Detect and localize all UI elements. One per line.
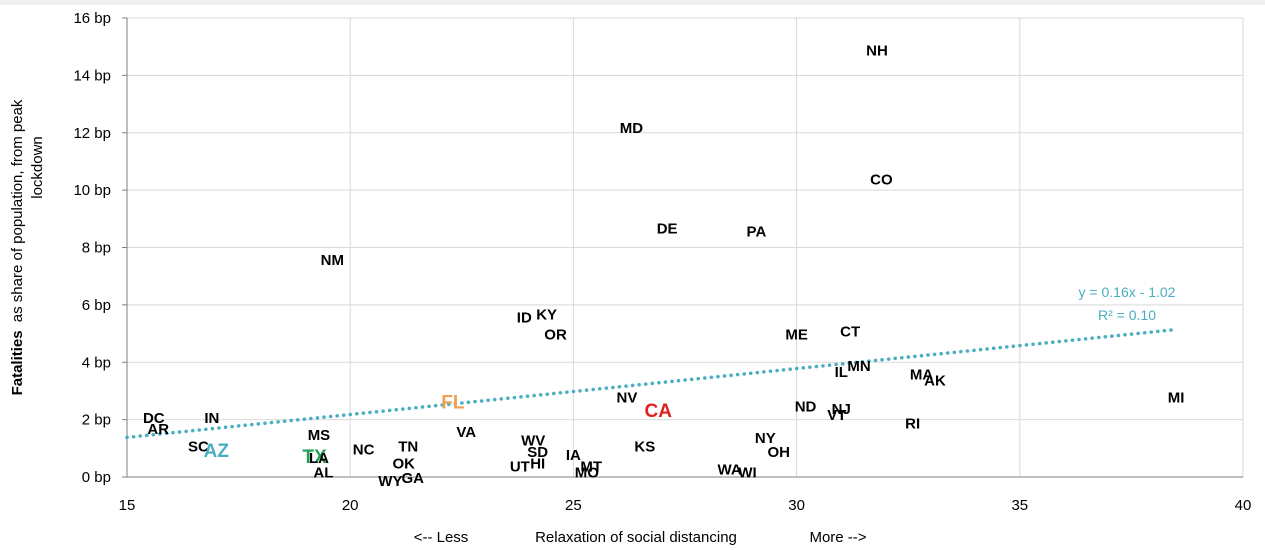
grid xyxy=(126,17,1244,477)
point-label-wv: WV xyxy=(521,433,545,450)
point-label-dc: DC xyxy=(143,410,165,427)
point-label-va: VA xyxy=(456,424,476,441)
point-label-ut: UT xyxy=(510,459,530,476)
point-label-wi: WI xyxy=(738,464,756,481)
x-axis-title-center: Relaxation of social distancing xyxy=(535,529,737,546)
y-tick-label: 0 bp xyxy=(82,469,111,486)
x-tick-label: 40 xyxy=(1235,497,1252,514)
point-label-nv: NV xyxy=(617,390,638,407)
point-label-nh: NH xyxy=(866,43,888,60)
point-label-id: ID xyxy=(517,309,532,326)
point-label-wy: WY xyxy=(378,473,402,490)
point-label-ma: MA xyxy=(910,367,933,384)
point-label-mi: MI xyxy=(1168,390,1185,407)
x-tick-label: 30 xyxy=(788,497,805,514)
point-label-al: AL xyxy=(313,464,333,481)
point-label-vt: VT xyxy=(827,407,846,424)
point-label-nm: NM xyxy=(321,252,344,269)
point-label-nc: NC xyxy=(353,441,375,458)
y-axis-title: Fatalities as share of population, from … xyxy=(9,99,26,395)
y-tick-label: 10 bp xyxy=(73,182,111,199)
trendline xyxy=(125,327,1178,440)
point-label-ar: AR xyxy=(147,421,169,438)
trendline-equation: y = 0.16x - 1.02 xyxy=(1079,284,1176,300)
point-label-tx: TX xyxy=(302,447,327,468)
y-tick-label: 16 bp xyxy=(73,10,111,27)
point-label-hi: HI xyxy=(530,456,545,473)
point-label-az: AZ xyxy=(204,441,230,462)
trendline-r2: R² = 0.10 xyxy=(1098,307,1156,323)
point-label-ks: KS xyxy=(634,438,655,455)
x-tick-label: 25 xyxy=(565,497,582,514)
point-label-ms: MS xyxy=(308,427,331,444)
point-label-la: LA xyxy=(309,450,329,467)
point-label-oh: OH xyxy=(767,444,790,461)
point-label-tn: TN xyxy=(398,438,418,455)
axis-labels: Fatalities as share of population, from … xyxy=(9,99,1176,546)
point-label-ia: IA xyxy=(566,447,581,464)
point-label-mo: MO xyxy=(575,464,599,481)
point-label-nj: NJ xyxy=(832,401,851,418)
y-tick-label: 8 bp xyxy=(82,240,111,257)
point-label-in: IN xyxy=(204,410,219,427)
y-tick-label: 2 bp xyxy=(82,412,111,429)
point-label-wa: WA xyxy=(718,461,742,478)
point-label-ri: RI xyxy=(905,415,920,432)
x-axis-title-right: More --> xyxy=(809,529,866,546)
point-label-md: MD xyxy=(620,120,643,137)
axes: 0 bp 2 bp 4 bp 6 bp 8 bp 10 bp 12 bp 14 bp 16 bp… xyxy=(73,10,1251,514)
point-label-or: OR xyxy=(544,327,567,344)
point-label-ga: GA xyxy=(401,470,424,487)
y-axis-title-bold: Fatalities xyxy=(9,330,26,395)
point-label-mt: MT xyxy=(580,459,602,476)
point-label-co: CO xyxy=(870,172,893,189)
point-label-ok: OK xyxy=(393,456,416,473)
point-label-nd: ND xyxy=(795,398,817,415)
y-tick-label: 12 bp xyxy=(73,125,111,142)
point-label-sd: SD xyxy=(527,444,548,461)
point-label-ct: CT xyxy=(840,324,860,341)
point-label-sc: SC xyxy=(188,438,209,455)
y-tick-label: 6 bp xyxy=(82,297,111,314)
y-axis-title-line2: lockdown xyxy=(29,136,46,199)
y-tick-label: 14 bp xyxy=(73,67,111,84)
x-tick-label: 20 xyxy=(342,497,359,514)
point-label-ca: CA xyxy=(644,401,672,422)
point-label-mn: MN xyxy=(847,358,870,375)
x-tick-label: 15 xyxy=(119,497,136,514)
point-label-pa: PA xyxy=(747,223,767,240)
point-label-ky: KY xyxy=(536,306,557,323)
point-label-fl: FL xyxy=(441,392,465,413)
point-label-de: DE xyxy=(657,220,678,237)
point-label-ak: AK xyxy=(924,372,946,389)
top-strip xyxy=(0,0,1265,5)
x-axis-title-left: <-- Less xyxy=(414,529,469,546)
y-axis-title-rest: as share of population, from peak xyxy=(9,99,26,322)
y-tick-label: 4 bp xyxy=(82,354,111,371)
point-label-ny: NY xyxy=(755,430,776,447)
trendline-group xyxy=(125,327,1178,440)
point-label-il: IL xyxy=(835,364,848,381)
point-label-me: ME xyxy=(785,327,808,344)
x-tick-label: 35 xyxy=(1011,497,1028,514)
